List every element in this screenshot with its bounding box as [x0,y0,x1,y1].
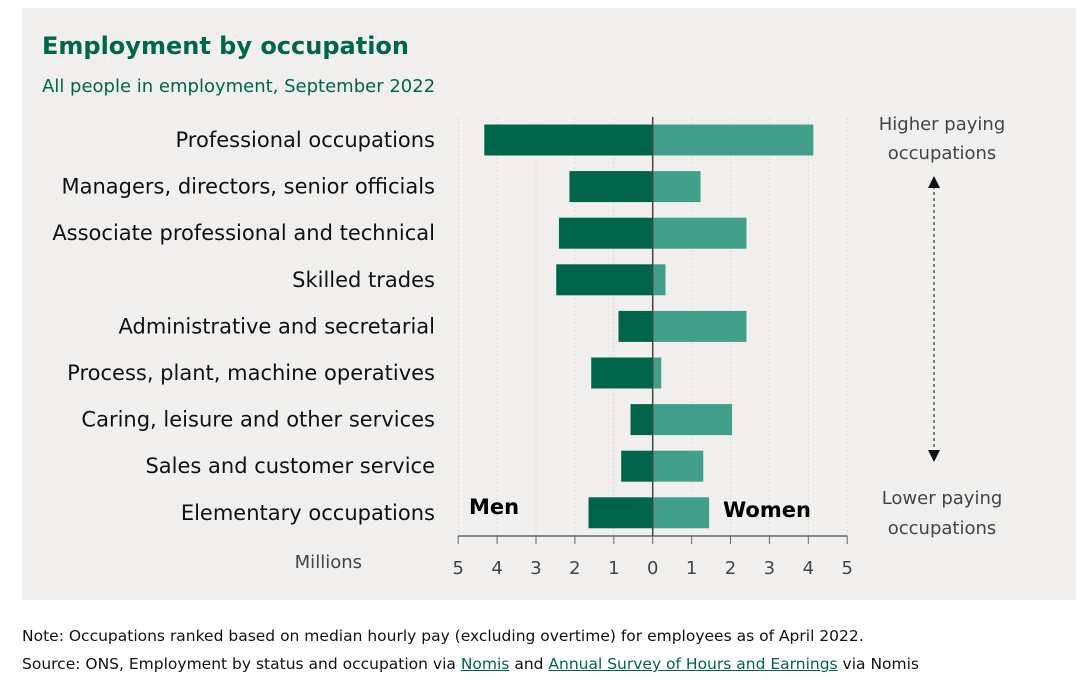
bar-men [591,357,653,389]
legend-women: Women [723,498,811,522]
bar-women [652,450,704,482]
tick-label: 3 [764,558,775,579]
source-and: and [509,655,549,673]
annotation-lower-2: occupations [888,518,997,539]
category-label: Process, plant, machine operatives [67,361,435,385]
legend-men: Men [469,495,519,519]
bar-men [569,171,653,203]
bar-men [556,264,653,296]
annotation-higher-1: Higher paying [879,114,1006,135]
category-label: Skilled trades [292,268,435,292]
source-text: Source: ONS, Employment by status and oc… [22,650,919,678]
tick-label: 2 [569,558,580,579]
chart-title: Employment by occupation [42,32,409,60]
bar-men [618,310,653,342]
tick-label: 2 [725,558,736,579]
bar-women [652,404,733,436]
tick-label: 5 [452,558,463,579]
annotation-higher-2: occupations [888,143,997,164]
category-label: Caring, leisure and other services [81,408,435,432]
annotation-lower-1: Lower paying [882,488,1003,509]
bar-men [558,217,653,249]
category-label: Administrative and secretarial [119,314,436,338]
category-label: Sales and customer service [145,454,435,478]
arrow-down-icon [928,450,940,462]
tick-label: 4 [803,558,814,579]
source-suffix: via Nomis [837,655,919,673]
bar-men [484,124,653,156]
category-label: Managers, directors, senior officials [62,175,436,199]
bar-women [652,171,701,203]
bar-women [652,217,747,249]
notes: Note: Occupations ranked based on median… [22,622,919,678]
bar-men [588,497,653,529]
tick-label: 5 [841,558,852,579]
tick-label: 1 [608,558,619,579]
tick-label: 0 [647,558,658,579]
x-axis-label: Millions [295,552,362,573]
source-prefix: Source: ONS, Employment by status and oc… [22,655,461,673]
note-text: Note: Occupations ranked based on median… [22,627,864,645]
chart-subtitle: All people in employment, September 2022 [42,76,436,97]
ashe-link[interactable]: Annual Survey of Hours and Earnings [548,655,838,673]
bar-men [621,450,653,482]
category-label: Professional occupations [176,128,436,152]
tick-label: 3 [530,558,541,579]
bar-women [652,264,666,296]
bar-women [652,310,747,342]
tick-label: 1 [686,558,697,579]
tick-label: 4 [491,558,502,579]
bar-men [630,404,653,436]
bar-women [652,357,662,389]
category-label: Associate professional and technical [52,221,435,245]
bar-women [652,497,710,529]
arrow-up-icon [928,176,940,188]
chart-panel [22,8,1076,600]
nomis-link[interactable]: Nomis [460,655,510,673]
bar-women [652,124,814,156]
chart-svg: 5 4 3 2 1 0 1 2 3 4 5 Millions Professional occupati… [52,114,1006,579]
category-label: Elementary occupations [181,501,435,525]
